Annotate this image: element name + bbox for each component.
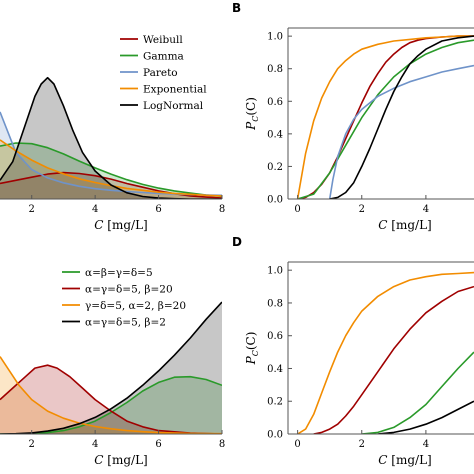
panel-letter: B [232, 1, 241, 15]
series-1-line [313, 285, 474, 434]
x-label-var: C [378, 218, 387, 232]
panel-a-pdf-plot: 2 4 6 8 C [mg/L] Weibull Gamma Pareto Exponentia… [0, 34, 225, 232]
plot-area [0, 76, 222, 199]
y-label-var: P [244, 355, 258, 365]
series-0-line [297, 271, 474, 434]
series-2-area [0, 111, 222, 199]
y-tick-label: 0.0 [267, 195, 283, 206]
y-axis-label: PC(C) [244, 97, 260, 131]
panel-d-cdf-plot: 0 2 40.00.20.40.60.81.0PC(C)C [mg/L]D [232, 235, 474, 467]
series-3-area [0, 302, 222, 434]
series-2-line [0, 356, 222, 434]
series-2-line [361, 351, 474, 434]
x-tick-label: 2 [29, 204, 35, 215]
series-3-line [0, 301, 222, 434]
series-3-line [296, 35, 474, 199]
y-tick-label: 1.0 [267, 266, 283, 277]
x-label-var: C [378, 453, 387, 467]
series-4-area [0, 77, 222, 199]
x-axis-label: C [mg/L] [94, 453, 147, 467]
legend-label: LogNormal [143, 100, 204, 112]
x-tick-label: 4 [92, 204, 98, 215]
series-1-area [0, 365, 222, 434]
y-label-arg: (C) [244, 332, 258, 351]
y-tick-label: 0.2 [267, 397, 283, 408]
x-label-var: C [94, 218, 103, 232]
x-label-unit: [mg/L] [387, 453, 431, 467]
plot-area [0, 301, 222, 434]
plot-area [297, 271, 474, 434]
series-0-line [0, 375, 222, 434]
y-axis-label: PC(C) [244, 332, 260, 366]
series-0-area [0, 376, 222, 434]
series-4-line [329, 35, 474, 199]
panel-c-pdf-plot: 2 4 6 8 C [mg/L] α=β=γ=δ=5 α=γ=δ=5, β=20 γ=δ=5,… [0, 267, 225, 467]
x-tick-label: 2 [359, 439, 365, 450]
y-tick-label: 1.0 [267, 32, 283, 43]
series-1-line [297, 39, 474, 199]
y-tick-label: 0.6 [267, 97, 283, 108]
legend-label: α=γ=δ=5, β=20 [85, 283, 173, 295]
panel-letter: D [232, 235, 242, 249]
legend-label: Weibull [143, 34, 183, 46]
x-tick-label: 8 [219, 439, 225, 450]
y-label-var: P [244, 121, 258, 131]
series-3-area [0, 139, 222, 199]
legend: Weibull Gamma Pareto Exponential LogNormal [120, 34, 207, 112]
x-tick-label: 2 [29, 439, 35, 450]
legend-label: Gamma [143, 50, 184, 62]
series-1-line [0, 142, 222, 197]
x-tick-label: 0 [294, 204, 300, 215]
series-3-line [377, 400, 474, 434]
y-label-sub: C [251, 350, 260, 356]
series-4-line [0, 76, 222, 199]
plot-area [296, 35, 474, 199]
legend-label: Pareto [143, 67, 178, 79]
y-tick-label: 0.2 [267, 162, 283, 173]
y-label-arg: (C) [244, 97, 258, 116]
x-axis-label: C [mg/L] [94, 218, 147, 232]
x-tick-label: 6 [155, 204, 161, 215]
legend-label: α=γ=δ=5, β=2 [85, 316, 166, 328]
panel-b-cdf-plot: 0 2 40.00.20.40.60.81.0PC(C)C [mg/L]B [232, 1, 474, 232]
x-tick-label: 8 [219, 204, 225, 215]
series-0-line [297, 35, 474, 199]
x-tick-label: 4 [423, 439, 429, 450]
x-label-unit: [mg/L] [103, 453, 147, 467]
x-axis-label: C [mg/L] [378, 218, 431, 232]
legend: α=β=γ=δ=5 α=γ=δ=5, β=20 γ=δ=5, α=2, β=20 α=… [62, 267, 186, 328]
y-tick-label: 0.8 [267, 298, 283, 309]
y-tick-label: 0.4 [267, 364, 283, 375]
y-label-sub: C [251, 116, 260, 122]
y-tick-label: 0.0 [267, 430, 283, 441]
x-label-unit: [mg/L] [387, 218, 431, 232]
x-tick-label: 2 [359, 204, 365, 215]
x-label-var: C [94, 453, 103, 467]
y-tick-label: 0.4 [267, 129, 283, 140]
legend-label: γ=δ=5, α=2, β=20 [85, 300, 186, 312]
series-2-line [328, 64, 474, 199]
series-1-area [0, 143, 222, 199]
x-tick-label: 0 [294, 439, 300, 450]
x-label-unit: [mg/L] [103, 218, 147, 232]
series-1-line [0, 364, 222, 434]
x-tick-label: 6 [155, 439, 161, 450]
x-tick-label: 4 [423, 204, 429, 215]
legend-label: α=β=γ=δ=5 [85, 267, 153, 279]
y-tick-label: 0.6 [267, 331, 283, 342]
x-axis-label: C [mg/L] [378, 453, 431, 467]
y-tick-label: 0.8 [267, 64, 283, 75]
x-tick-label: 4 [92, 439, 98, 450]
legend-label: Exponential [143, 83, 207, 95]
series-2-area [0, 356, 222, 434]
